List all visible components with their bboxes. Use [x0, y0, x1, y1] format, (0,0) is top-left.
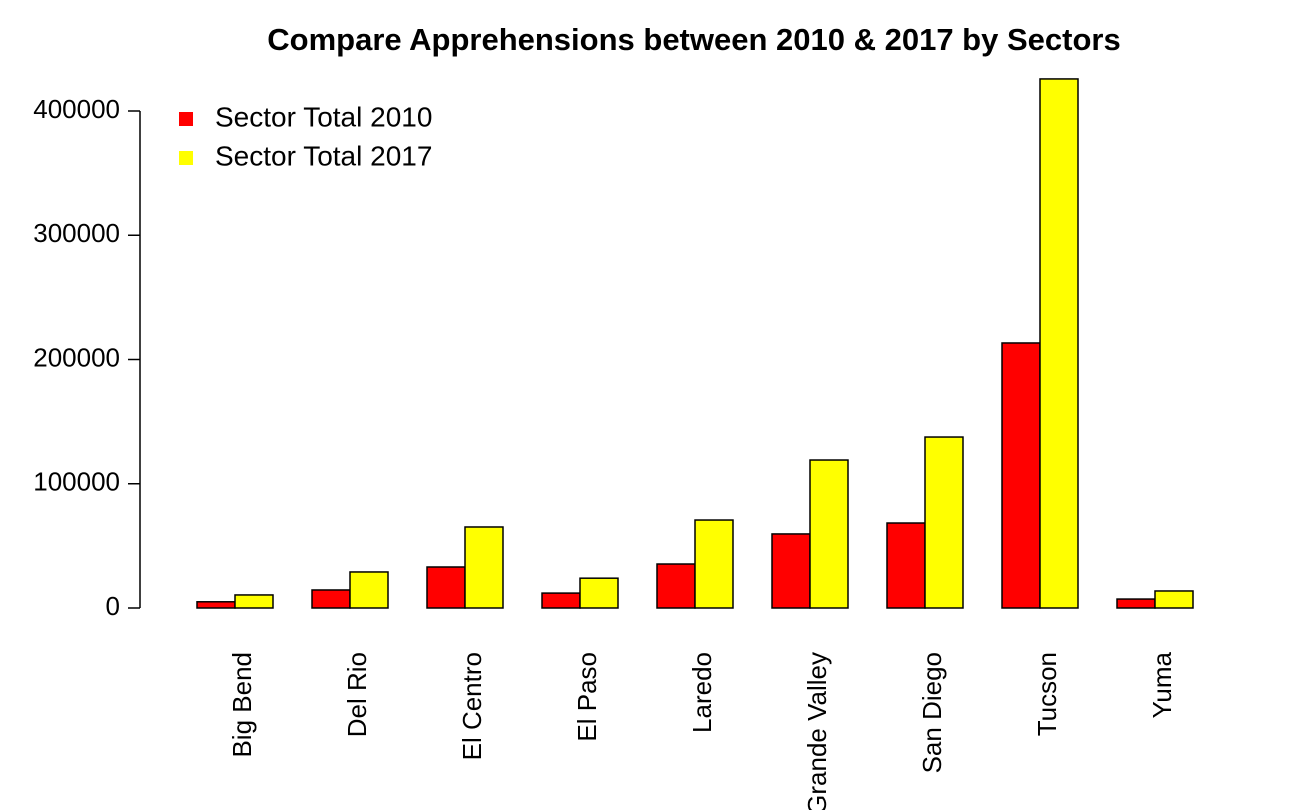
bar — [1001, 342, 1041, 609]
bar — [886, 522, 926, 609]
bar — [311, 589, 351, 609]
y-tick-label: 100000 — [33, 467, 120, 497]
legend-label: Sector Total 2017 — [215, 140, 432, 171]
legend-label: Sector Total 2010 — [215, 101, 432, 132]
bar — [541, 592, 581, 609]
bar — [656, 563, 696, 609]
legend-swatch — [179, 112, 193, 126]
bar — [426, 566, 466, 609]
bar — [464, 526, 504, 609]
chart-title: Compare Apprehensions between 2010 & 201… — [267, 22, 1120, 57]
bar — [1154, 590, 1194, 609]
x-tick-label: El Centro — [457, 652, 487, 760]
bar — [771, 533, 811, 609]
x-tick-label: Del Rio — [342, 652, 372, 737]
bar — [809, 459, 849, 609]
x-tick-label: Yuma — [1147, 651, 1177, 718]
y-tick-label: 200000 — [33, 342, 120, 372]
x-tick-label: Rio Grande Valley — [802, 652, 832, 810]
bar — [349, 571, 389, 609]
y-tick-label: 0 — [106, 591, 120, 621]
y-tick-label: 300000 — [33, 218, 120, 248]
x-tick-label: Tucson — [1032, 652, 1062, 736]
y-tick-label: 400000 — [33, 94, 120, 124]
x-tick-label: Laredo — [687, 652, 717, 733]
bar — [1116, 598, 1156, 609]
bar — [234, 594, 274, 609]
x-tick-label: Big Bend — [227, 652, 257, 758]
bar — [924, 436, 964, 609]
x-tick-label: San Diego — [917, 652, 947, 773]
bar — [579, 577, 619, 609]
legend-swatch — [179, 151, 193, 165]
bar — [694, 519, 734, 609]
x-tick-label: El Paso — [572, 652, 602, 742]
bar — [196, 601, 236, 609]
bar — [1039, 78, 1079, 609]
